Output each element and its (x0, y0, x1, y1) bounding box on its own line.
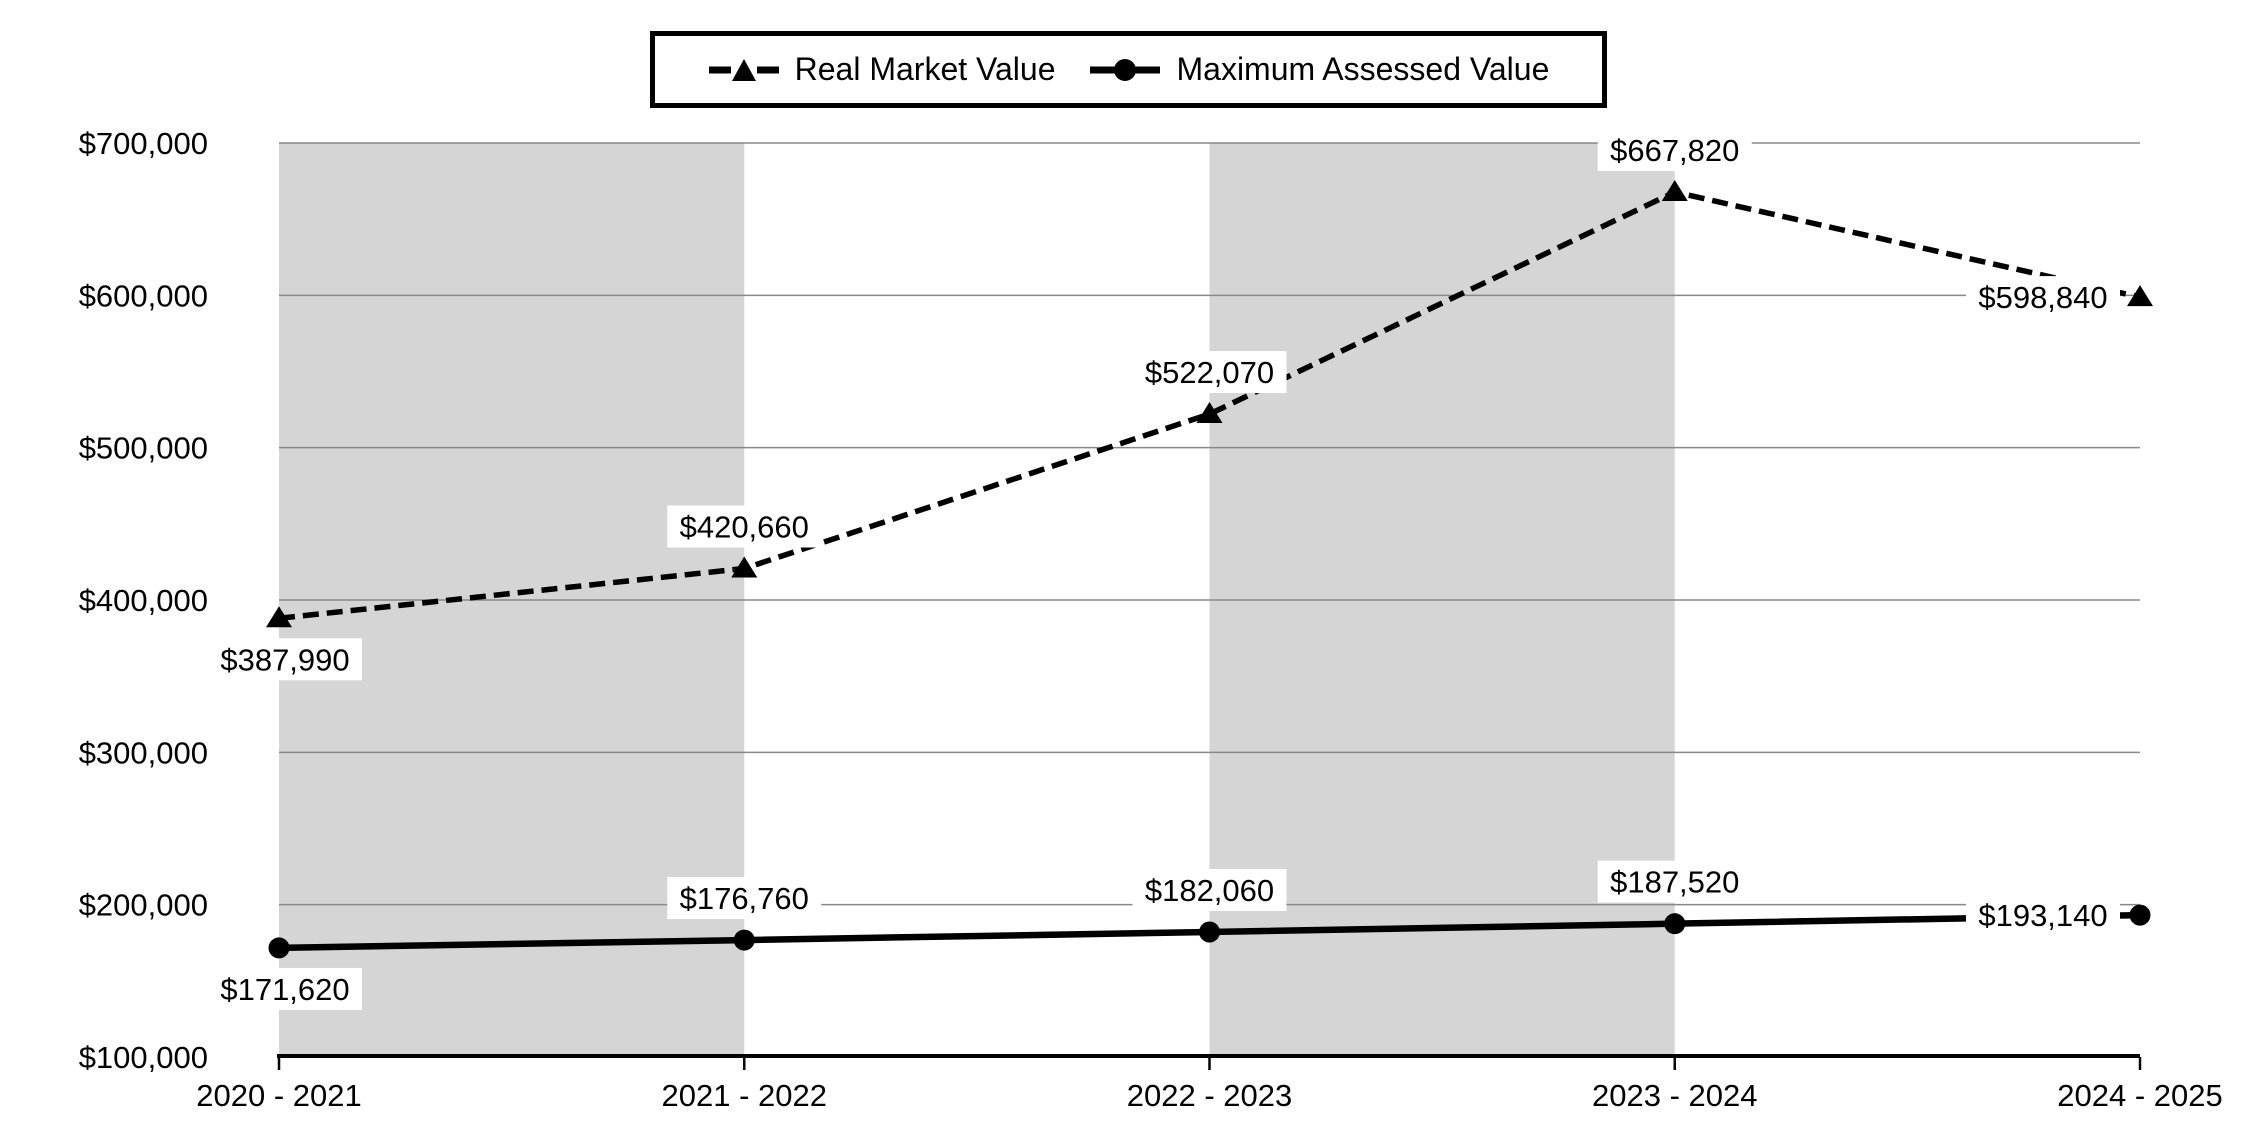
legend-item-maximum-assessed-value: Maximum Assessed Value (1089, 51, 1549, 88)
data-label-bg (667, 877, 822, 920)
y-tick-label: $500,000 (79, 431, 208, 466)
solid-circle-marker-icon (1090, 58, 1161, 81)
data-point-marker (1661, 180, 1688, 202)
data-label: $522,070 (1145, 355, 1274, 390)
data-point-marker (1664, 913, 1686, 935)
data-point-marker (1199, 921, 1220, 943)
data-label: $182,060 (1145, 873, 1274, 908)
data-label-bg (1597, 860, 1752, 903)
data-label-bg (667, 505, 822, 548)
data-point-marker (266, 606, 292, 628)
data-point-marker (2129, 904, 2151, 926)
x-tick-label: 2021 - 2022 (662, 1078, 827, 1113)
data-point-marker (733, 929, 755, 951)
data-label: $187,520 (1610, 865, 1739, 900)
chart-legend: Real Market Value Maximum Assessed Value (650, 31, 1607, 108)
x-tick-label: 2023 - 2024 (1592, 1078, 1757, 1113)
data-label-bg (1597, 129, 1752, 172)
data-label: $420,660 (680, 510, 809, 545)
data-label-bg (1132, 868, 1287, 911)
data-label-bg (208, 638, 362, 681)
y-tick-label: $300,000 (79, 735, 208, 770)
data-point-marker (268, 937, 290, 959)
data-label-bg (1966, 276, 2120, 319)
y-tick-label: $200,000 (79, 888, 208, 923)
dashed-triangle-marker-icon (708, 58, 779, 81)
data-label: $598,840 (1978, 280, 2107, 315)
y-tick-label: $600,000 (79, 278, 208, 313)
data-label-bg (1966, 894, 2120, 937)
data-point-marker (731, 556, 758, 578)
data-point-marker (2127, 285, 2153, 307)
y-tick-label: $400,000 (79, 583, 208, 618)
data-label: $171,620 (220, 972, 349, 1007)
data-label-bg (208, 967, 362, 1010)
data-label: $193,140 (1978, 898, 2107, 933)
data-point-marker (1196, 402, 1223, 424)
legend-item-real-market-value: Real Market Value (708, 51, 1056, 88)
y-tick-label: $700,000 (79, 126, 208, 161)
y-tick-label: $100,000 (79, 1040, 208, 1075)
x-tick-label: 2022 - 2023 (1127, 1078, 1292, 1113)
data-label-bg (1132, 351, 1287, 394)
data-label: $176,760 (680, 881, 809, 916)
series-line-real-market-value (278, 189, 2141, 622)
legend-label-real-market-value: Real Market Value (794, 51, 1056, 87)
x-tick-label: 2024 - 2025 (2057, 1078, 2222, 1113)
legend-label-maximum-assessed-value: Maximum Assessed Value (1176, 51, 1550, 87)
data-label: $667,820 (1610, 133, 1739, 168)
data-label: $387,990 (220, 642, 349, 677)
x-tick-label: 2020 - 2021 (196, 1078, 361, 1113)
